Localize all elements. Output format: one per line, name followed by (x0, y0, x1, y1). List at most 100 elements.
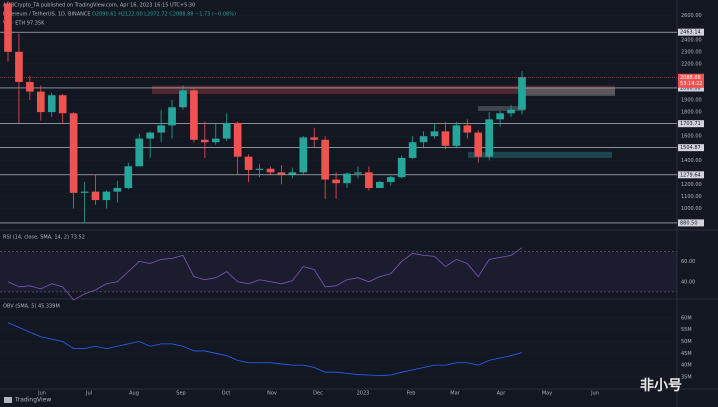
candle-body (179, 90, 187, 108)
candle-body (91, 191, 100, 201)
rsi-band-fill (0, 251, 677, 292)
rsi-line (7, 247, 523, 301)
y-tick-label: 1200.00 (681, 182, 702, 188)
candle-body (321, 139, 329, 180)
candle-body (452, 125, 461, 146)
x-tick-label: Apr (497, 391, 507, 397)
y-tick-label: 40.00 (681, 279, 695, 285)
candle-body (244, 156, 253, 170)
level-label-box (678, 84, 704, 92)
candle-body (113, 188, 122, 192)
level-label: 880.50 (680, 220, 698, 226)
candle-body (397, 157, 406, 178)
y-tick-label: 2300.00 (681, 49, 702, 55)
x-tick-label: Jun (590, 391, 599, 397)
y-tick-label: 60M (681, 315, 692, 321)
candle-body (518, 77, 526, 110)
candle-body (157, 125, 165, 133)
y-tick-label: 1100.00 (681, 194, 702, 200)
countdown: 53:14:22 (680, 81, 702, 87)
candle-body (266, 168, 275, 173)
candle-body (80, 191, 89, 193)
y-tick-label: 1600.00 (681, 134, 702, 140)
level-label: 1504.87 (680, 145, 701, 151)
x-tick-label: Oct (222, 391, 231, 397)
x-tick-label: Jul (85, 391, 92, 397)
candle-body (168, 107, 176, 126)
candle-body (485, 119, 494, 157)
candle-body (26, 81, 34, 92)
candle-body (386, 177, 395, 182)
watermark: 非小号 (640, 377, 682, 394)
last-price-label: 2088.88 (680, 75, 701, 81)
y-tick-label: 1400.00 (681, 158, 702, 164)
volume-label: Vol · ETH 97.35K (3, 21, 45, 27)
y-tick-label: 60.00 (681, 259, 695, 265)
x-tick-label: May (542, 391, 552, 397)
x-tick-label: Sep (176, 391, 185, 397)
candle-body (408, 142, 417, 158)
y-tick-label: 2400.00 (681, 37, 702, 43)
candle-body (190, 90, 198, 140)
x-tick-label: Nov (267, 391, 277, 397)
candle-body (277, 172, 286, 175)
y-tick-label: 40M (681, 363, 692, 369)
zone (152, 85, 615, 95)
candle-body (507, 109, 515, 114)
zone (478, 106, 525, 111)
candle-body (299, 137, 308, 173)
level-label-box (678, 144, 704, 152)
x-tick-label: Mar (450, 391, 460, 397)
x-tick-label: Jun (37, 391, 46, 397)
candle-body (124, 166, 133, 189)
x-tick-label: Dec (313, 391, 323, 397)
obv-title: OBV (SMA, 5) 45.339M (3, 304, 60, 310)
y-tick-label: 45M (681, 351, 692, 357)
candle-body (354, 172, 362, 174)
candle-body (211, 138, 220, 143)
level-label-box (678, 171, 704, 179)
candle-body (201, 139, 209, 143)
publisher: AMBCrypto_TA published on TradingView.co… (3, 3, 195, 9)
y-tick-label: 55M (681, 327, 692, 333)
candle-body (343, 173, 351, 184)
y-tick-label: 1800.00 (681, 110, 702, 116)
level-label: 1703.71 (680, 121, 701, 127)
candle-body (36, 91, 45, 113)
x-tick-label: 2023 (357, 391, 370, 397)
candle-body (4, 3, 12, 52)
symbol: Ethereum / TetherUS, 1D, BINANCE (3, 12, 91, 18)
candle-body (463, 125, 472, 133)
candle-body (233, 122, 242, 157)
candle-body (419, 136, 428, 143)
brand-logo (4, 397, 12, 403)
level-label: 2000.00 (680, 85, 701, 91)
y-tick-label: 35M (681, 374, 692, 380)
candle-body (496, 113, 504, 120)
y-tick-label: 1000.00 (681, 206, 702, 212)
candle-body (146, 132, 154, 139)
level-label: 2463.14 (680, 30, 701, 36)
x-tick-label: Aug (129, 391, 139, 397)
y-tick-label: 2600.00 (681, 13, 702, 19)
quote: O2090.61 H2122.00 L2072.72 C2088.88 −1.7… (92, 12, 236, 18)
level-label-box (678, 219, 704, 227)
x-tick-label: Feb (407, 391, 416, 397)
y-tick-label: 2200.00 (681, 61, 702, 67)
candle-body (255, 168, 264, 170)
candle-body (474, 132, 483, 157)
candle-body (15, 51, 23, 82)
level-label-box (678, 120, 704, 128)
candle-body (222, 122, 231, 139)
zone (468, 151, 612, 158)
candle-body (441, 131, 450, 146)
rsi-title: RSI (14, close, SMA, 14, 2) 73.52 (3, 235, 85, 241)
candle-body (365, 172, 373, 189)
candle-body (58, 95, 67, 114)
candle-body (430, 131, 439, 137)
candle-body (332, 179, 340, 184)
y-tick-label: 1900.00 (681, 98, 702, 104)
y-tick-label: 50M (681, 339, 692, 345)
